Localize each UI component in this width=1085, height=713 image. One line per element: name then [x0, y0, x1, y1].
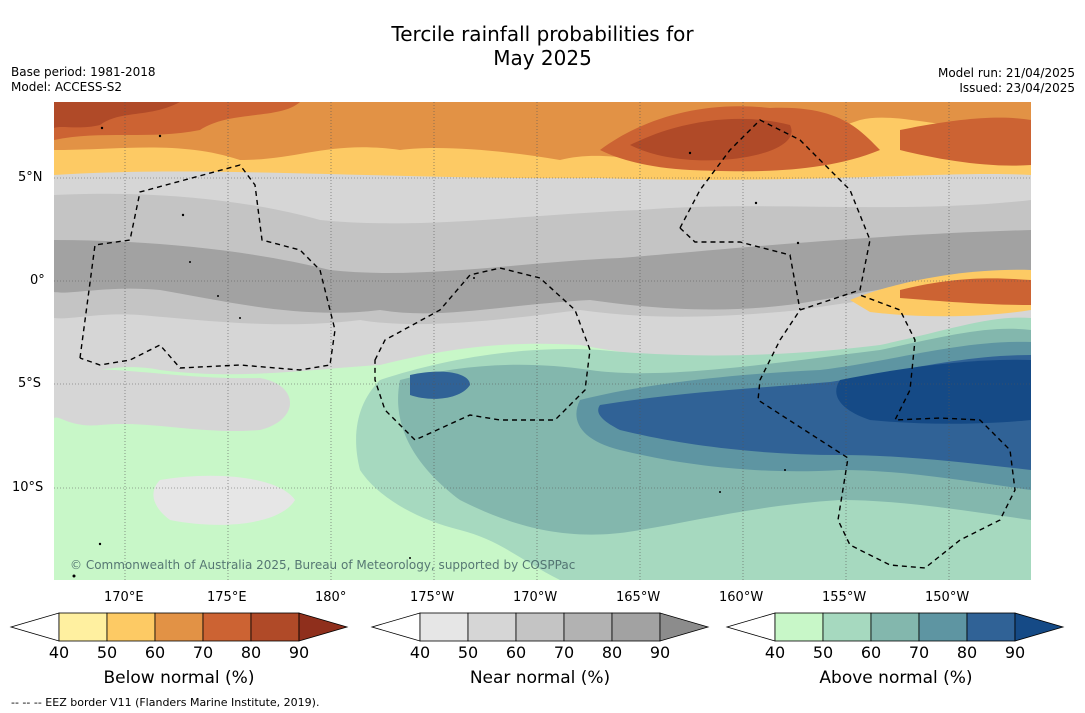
cb-near-tick-90: 90: [649, 643, 671, 662]
below-normal-equatorial-70: [900, 278, 1031, 305]
cb-above-tick-60: 60: [860, 643, 882, 662]
cb-above-title: Above normal (%): [819, 668, 973, 688]
cb-near-tick-40: 40: [409, 643, 431, 662]
cb-above-tick-50: 50: [812, 643, 834, 662]
cb-near-tick-50: 50: [457, 643, 479, 662]
lat-label-5s: 5°S: [18, 376, 42, 391]
cb-below-tick-50: 50: [96, 643, 118, 662]
cb-below-tick-60: 60: [144, 643, 166, 662]
title-line-1: Tercile rainfall probabilities for: [391, 22, 694, 46]
cb-below-title: Below normal (%): [103, 668, 255, 688]
cb-above-tick-90: 90: [1004, 643, 1026, 662]
lon-label-175w: 175°W: [410, 590, 455, 605]
title-line-2: May 2025: [493, 46, 592, 70]
model-run: Model run: 21/04/2025: [937, 66, 1075, 80]
above-normal-90: [836, 359, 1031, 424]
near-normal-80: [54, 230, 1031, 314]
lat-label-5n: 5°N: [18, 170, 43, 185]
meta-left: Base period: 1981-2018 Model: ACCESS-S2: [11, 65, 156, 95]
lon-label-170w: 170°W: [513, 590, 558, 605]
near-normal-southwest: [54, 368, 290, 432]
cb-near-tick-70: 70: [553, 643, 575, 662]
cb-above-tick-40: 40: [764, 643, 786, 662]
cb-below-tick-70: 70: [192, 643, 214, 662]
cb-below-tick-40: 40: [48, 643, 70, 662]
below-normal-80-west: [54, 102, 180, 128]
lat-label-equator: 0°: [30, 273, 45, 288]
lon-label-175e: 175°E: [207, 590, 247, 605]
graticule: [54, 102, 1031, 580]
cb-near-tick-60: 60: [505, 643, 527, 662]
cb-below-tick-90: 90: [288, 643, 310, 662]
below-normal-70-east: [900, 117, 1031, 166]
cb-above-tick-80: 80: [956, 643, 978, 662]
lon-label-155w: 155°W: [822, 590, 867, 605]
cb-below-tick-80: 80: [240, 643, 262, 662]
above-normal-80-west: [410, 371, 470, 399]
cb-near-title: Near normal (%): [469, 668, 611, 688]
base-period: Base period: 1981-2018: [11, 65, 156, 79]
cb-near-tick-80: 80: [601, 643, 623, 662]
islands: [72, 126, 800, 578]
eez-borders: [79, 119, 1016, 569]
lon-label-165w: 165°W: [616, 590, 661, 605]
copyright-credit: © Commonwealth of Australia 2025, Bureau…: [70, 558, 576, 572]
lat-label-10s: 10°S: [12, 480, 44, 495]
cb-above-tick-70: 70: [908, 643, 930, 662]
meta-right: Model run: 21/04/2025 Issued: 23/04/2025: [938, 66, 1075, 96]
eez-footnote: -- -- -- EEZ border V11 (Flanders Marine…: [11, 696, 320, 709]
lon-label-180: 180°: [315, 590, 347, 605]
issued-date: Issued: 23/04/2025: [959, 81, 1075, 95]
lon-label-160w: 160°W: [719, 590, 764, 605]
map-fields: [54, 102, 1031, 580]
map-title: Tercile rainfall probabilities for May 2…: [0, 22, 1085, 70]
lon-label-170e: 170°E: [104, 590, 144, 605]
lon-label-150w: 150°W: [925, 590, 970, 605]
near-normal-patch: [153, 475, 295, 525]
model-name: Model: ACCESS-S2: [11, 80, 123, 94]
below-normal-80-center: [630, 118, 792, 161]
